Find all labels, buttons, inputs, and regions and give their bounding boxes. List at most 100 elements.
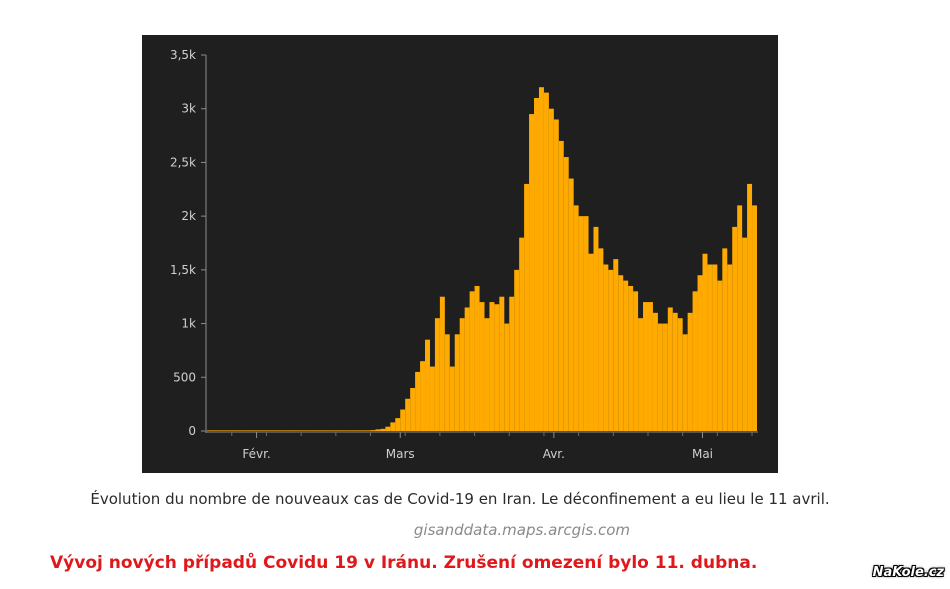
bar <box>276 430 282 431</box>
y-tick-label: 500 <box>173 370 196 384</box>
bar <box>548 108 554 431</box>
bar <box>677 318 683 431</box>
bar <box>221 430 227 431</box>
bar <box>400 409 406 431</box>
bar <box>657 323 663 431</box>
y-tick-label: 1k <box>181 317 196 331</box>
bar <box>405 398 411 431</box>
y-tick-label: 2,5k <box>170 155 196 169</box>
bar <box>662 323 668 431</box>
bar <box>271 430 277 431</box>
bar <box>573 205 579 431</box>
bar <box>534 97 539 431</box>
bar <box>563 157 569 432</box>
bar <box>306 430 312 431</box>
bar <box>370 430 376 431</box>
bar <box>524 183 530 431</box>
bar <box>628 285 634 431</box>
bar <box>593 226 599 431</box>
bar <box>216 430 222 431</box>
y-tick-label: 2k <box>181 209 196 223</box>
caption-source: gisanddata.maps.arcgis.com <box>413 521 630 539</box>
bar <box>568 178 574 431</box>
bar <box>345 430 351 431</box>
watermark-logo: NaKole.cz <box>872 565 944 580</box>
bar <box>395 418 401 431</box>
bar <box>608 269 614 431</box>
bar <box>638 318 644 431</box>
bar <box>429 366 435 431</box>
bar <box>325 430 331 431</box>
y-tick-label: 0 <box>188 424 196 438</box>
bar <box>692 291 698 431</box>
bar <box>459 318 465 431</box>
bar <box>207 430 212 431</box>
bar <box>489 302 495 431</box>
bar <box>380 428 386 431</box>
bar <box>350 430 356 431</box>
bar <box>588 253 594 431</box>
bar <box>286 430 292 431</box>
bar <box>687 312 693 431</box>
bar <box>722 248 728 431</box>
x-tick-label: Avr. <box>543 447 565 461</box>
bar <box>291 430 297 431</box>
bar <box>444 334 450 431</box>
bar <box>360 430 366 431</box>
bar <box>598 248 604 431</box>
bar <box>335 430 341 431</box>
bar <box>231 430 237 431</box>
bar <box>702 253 708 431</box>
bar <box>236 430 242 431</box>
bar <box>355 430 361 431</box>
bars-group <box>207 87 757 432</box>
bar <box>647 302 653 431</box>
bar <box>469 291 475 431</box>
bar <box>301 430 307 431</box>
bar <box>717 280 723 431</box>
bar <box>390 422 396 431</box>
x-tick-label: Mai <box>692 447 713 461</box>
chart-panel: 0 500 1k 1,5k 2k 2,5k 3k 3,5k Févr. Mars Avr. Mai <box>142 35 778 473</box>
bar <box>296 430 302 431</box>
bar <box>707 264 713 431</box>
y-axis: 0 500 1k 1,5k 2k 2,5k 3k 3,5k <box>170 48 207 438</box>
bar <box>514 269 520 431</box>
bar <box>712 264 718 431</box>
bar <box>667 307 673 431</box>
bar <box>613 259 619 431</box>
bar <box>504 323 510 431</box>
bar <box>266 430 272 431</box>
bar <box>643 302 648 431</box>
bar <box>737 205 743 431</box>
bar <box>543 92 549 431</box>
y-tick-label: 3,5k <box>170 48 196 62</box>
bar <box>415 371 421 431</box>
bar <box>578 216 584 431</box>
bar <box>633 291 639 431</box>
bar <box>464 307 470 431</box>
bar <box>479 302 485 431</box>
bar <box>499 296 505 431</box>
bar <box>320 430 326 431</box>
bar <box>682 334 688 431</box>
bar <box>316 430 321 431</box>
bar <box>558 140 564 431</box>
bar <box>732 226 738 431</box>
x-axis: Févr. Mars Avr. Mai <box>206 431 758 461</box>
bar <box>509 296 515 431</box>
bar <box>474 285 480 431</box>
bar <box>603 264 609 431</box>
x-tick-label: Févr. <box>242 447 270 461</box>
bar <box>251 430 257 431</box>
y-tick-label: 1,5k <box>170 263 196 277</box>
bar <box>553 119 559 431</box>
bar <box>752 205 757 431</box>
bar <box>583 216 589 431</box>
caption-czech: Vývoj nových případů Covidu 19 v Iránu. … <box>50 553 758 573</box>
bar <box>484 318 490 431</box>
bar <box>529 114 535 431</box>
bar <box>211 430 217 431</box>
bar <box>727 264 733 431</box>
bar <box>672 312 678 431</box>
